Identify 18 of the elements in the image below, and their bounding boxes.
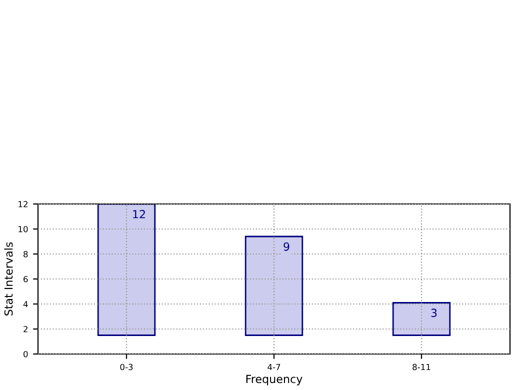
y-tick-label: 10 xyxy=(18,226,28,232)
y-tick-label: 12 xyxy=(18,200,28,208)
bar xyxy=(244,236,304,336)
y-axis-title: Stat Intervals xyxy=(4,242,13,316)
x-tick-label: 0-3 xyxy=(120,364,133,370)
bar xyxy=(97,204,156,336)
y-tick-label: 0 xyxy=(24,350,28,358)
annotation: 3 xyxy=(431,308,437,318)
bar xyxy=(392,302,451,336)
annotation: 9 xyxy=(284,242,290,251)
y-tick-label: 8 xyxy=(24,250,28,258)
x-tick-label: 4-7 xyxy=(268,364,280,370)
annotation: 12 xyxy=(133,210,145,218)
x-tick-label: 8-11 xyxy=(412,364,430,370)
x-axis-title: Frequency xyxy=(246,374,302,386)
y-tick-label: 2 xyxy=(24,326,28,332)
y-tick-label: 6 xyxy=(24,276,28,282)
y-tick-label: 4 xyxy=(23,301,28,308)
